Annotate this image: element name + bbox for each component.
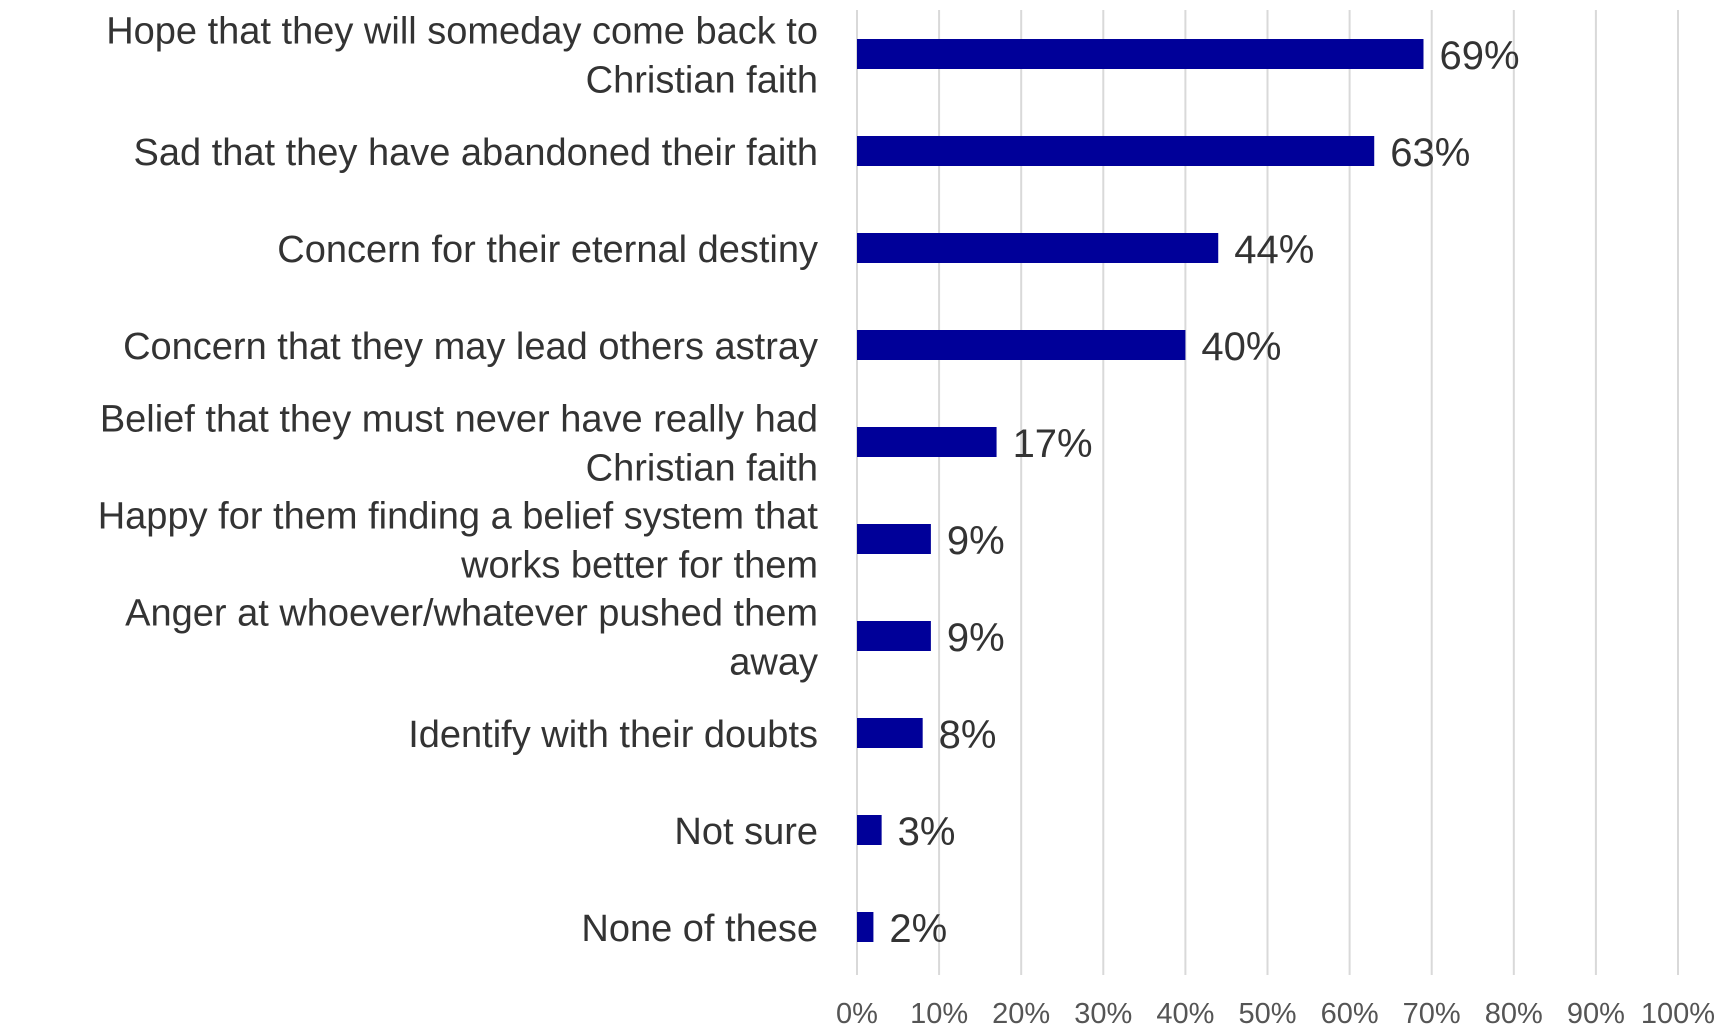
bar-value-label: 9% (947, 616, 1005, 660)
x-tick-label: 100% (1641, 998, 1715, 1027)
bar (857, 912, 874, 942)
bar-value-label: 2% (889, 907, 947, 951)
x-axis-ticks: 0% 10% 20% 30% 40% 50% 60% 70% 80% 90% 100% (836, 998, 1715, 1027)
bar-value-label: 3% (898, 810, 956, 854)
category-label-line: Hope that they will someday come back to (106, 11, 818, 53)
x-tick-label: 20% (992, 998, 1050, 1027)
bar (857, 233, 1219, 263)
category-label: None of these (581, 908, 818, 950)
x-tick-label: 40% (1156, 998, 1214, 1027)
category-label-line: works better for them (460, 545, 818, 587)
bar (857, 815, 882, 845)
bar-value-label: 63% (1390, 131, 1470, 175)
x-tick-label: 70% (1403, 998, 1461, 1027)
x-tick-label: 80% (1485, 998, 1543, 1027)
category-label-line: Identify with their doubts (408, 714, 818, 756)
bar (857, 136, 1375, 166)
bar (857, 39, 1424, 69)
bar (857, 718, 923, 748)
category-labels: Hope that they will someday come back to… (98, 11, 819, 951)
category-label-line: Concern for their eternal destiny (277, 229, 818, 271)
category-label: Anger at whoever/whatever pushed them awa… (125, 593, 818, 684)
bar-value-label: 44% (1234, 228, 1314, 272)
x-tick-label: 30% (1074, 998, 1132, 1027)
category-label: Concern for their eternal destiny (277, 229, 818, 271)
category-label-line: Not sure (674, 811, 818, 853)
x-tick-label: 50% (1238, 998, 1296, 1027)
bar (857, 330, 1186, 360)
x-tick-label: 90% (1567, 998, 1625, 1027)
bar (857, 621, 931, 651)
category-label-line: Happy for them finding a belief system t… (98, 496, 819, 538)
category-label-line: Anger at whoever/whatever pushed them (125, 593, 818, 635)
bar-value-label: 17% (1013, 422, 1093, 466)
bar (857, 524, 931, 554)
category-label-line: away (729, 642, 818, 684)
bar-value-label: 40% (1201, 325, 1281, 369)
x-tick-label: 10% (910, 998, 968, 1027)
x-tick-label: 60% (1321, 998, 1379, 1027)
category-label-line: Christian faith (586, 60, 818, 102)
category-label: Concern that they may lead others astray (123, 326, 818, 368)
bar-value-label: 69% (1439, 34, 1519, 78)
category-label-line: Concern that they may lead others astray (123, 326, 818, 368)
bars (857, 39, 1424, 942)
category-label: Sad that they have abandoned their faith (133, 132, 818, 174)
category-label-line: Christian faith (586, 448, 818, 490)
category-label: Not sure (674, 811, 818, 853)
value-labels: 69% 63% 44% 40% 17% 9% 9% 8% 3% 2% (889, 34, 1519, 951)
category-label: Hope that they will someday come back to… (106, 11, 818, 102)
category-label: Happy for them finding a belief system t… (98, 496, 819, 587)
category-label-line: None of these (581, 908, 818, 950)
category-label: Identify with their doubts (408, 714, 818, 756)
bar-value-label: 8% (939, 713, 997, 757)
x-tick-label: 0% (836, 998, 878, 1027)
category-label: Belief that they must never have really … (100, 399, 818, 490)
bar-value-label: 9% (947, 519, 1005, 563)
gridlines (856, 10, 1679, 975)
category-label-line: Belief that they must never have really … (100, 399, 818, 441)
category-label-line: Sad that they have abandoned their faith (133, 132, 818, 174)
bar (857, 427, 997, 457)
